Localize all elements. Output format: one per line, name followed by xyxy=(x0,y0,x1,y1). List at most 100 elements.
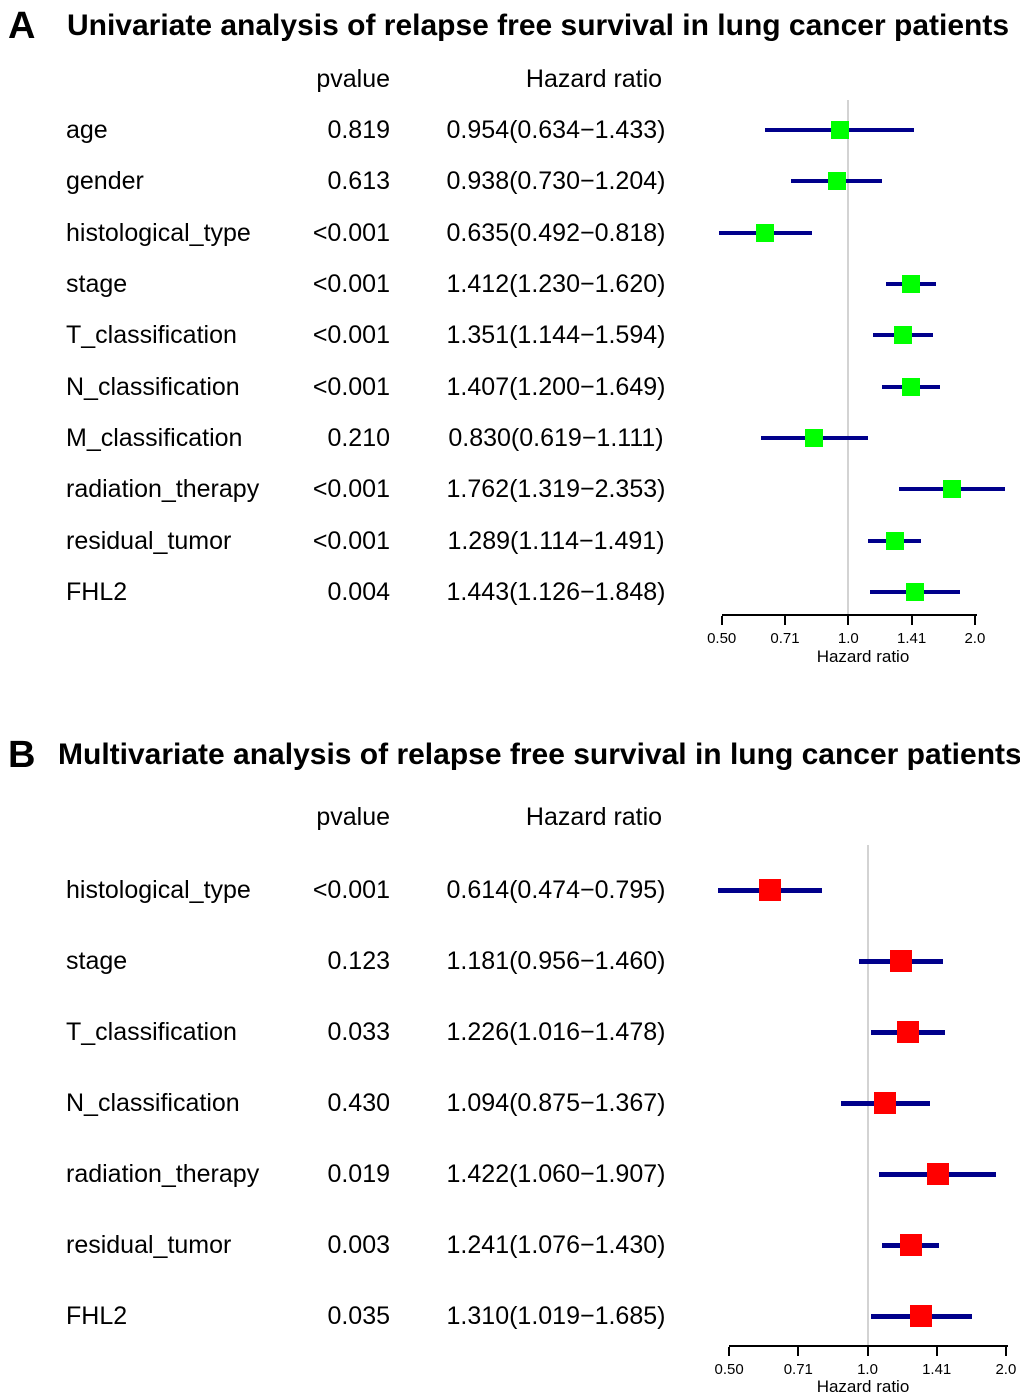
hr-marker xyxy=(901,377,920,396)
row-label: histological_type xyxy=(66,876,251,904)
column-header-hazard-ratio: Hazard ratio xyxy=(525,803,663,831)
hr-marker xyxy=(889,950,912,972)
panel-b-label: B xyxy=(8,734,36,776)
column-header-pvalue: pvalue xyxy=(316,803,390,831)
x-axis-tick xyxy=(1004,1347,1007,1356)
x-axis-tick-label: 0.50 xyxy=(714,1361,744,1378)
x-axis-tick xyxy=(910,616,913,625)
row-pvalue: 0.003 xyxy=(327,1231,390,1259)
x-axis-label: Hazard ratio xyxy=(816,1377,910,1396)
row-label: M_classification xyxy=(66,424,243,453)
x-axis-tick-label: 1.0 xyxy=(857,1361,878,1378)
x-axis-tick xyxy=(797,1347,800,1356)
row-label: FHL2 xyxy=(66,1302,128,1330)
row-label: stage xyxy=(66,270,128,299)
row-pvalue: <0.001 xyxy=(312,270,390,299)
x-axis-tick xyxy=(973,616,976,625)
row-hazard-ratio-text: 1.443(1.126−1.848) xyxy=(446,578,666,607)
hr-marker xyxy=(759,879,782,901)
x-axis-tick xyxy=(935,1347,938,1356)
row-hazard-ratio-text: 0.830(0.619−1.111) xyxy=(448,424,664,453)
row-pvalue: <0.001 xyxy=(312,218,390,247)
hr-marker xyxy=(942,480,961,499)
row-pvalue: <0.001 xyxy=(312,876,390,904)
column-header-hazard-ratio: Hazard ratio xyxy=(525,65,663,93)
row-pvalue: <0.001 xyxy=(312,321,390,350)
row-pvalue: 0.033 xyxy=(327,1018,390,1046)
hr-marker xyxy=(906,583,925,602)
row-label: T_classification xyxy=(66,1018,237,1046)
x-axis-line xyxy=(729,1345,1008,1347)
hr-marker xyxy=(910,1305,933,1327)
column-header-pvalue: pvalue xyxy=(316,65,390,93)
reference-line xyxy=(847,100,850,616)
x-axis-line xyxy=(721,614,977,616)
hr-marker xyxy=(805,429,824,448)
row-hazard-ratio-text: 1.422(1.060−1.907) xyxy=(446,1160,666,1188)
row-hazard-ratio-text: 0.954(0.634−1.433) xyxy=(446,116,666,144)
row-hazard-ratio-text: 0.635(0.492−0.818) xyxy=(446,218,666,247)
row-pvalue: 0.035 xyxy=(327,1302,390,1330)
row-label: gender xyxy=(66,167,144,196)
row-hazard-ratio-text: 0.614(0.474−0.795) xyxy=(446,876,666,904)
panel-a-title: Univariate analysis of relapse free surv… xyxy=(66,9,1010,42)
x-axis-tick-label: 2.0 xyxy=(964,630,986,647)
row-label: N_classification xyxy=(66,1089,240,1117)
hr-marker xyxy=(827,172,846,191)
x-axis-tick xyxy=(783,616,786,625)
row-label: radiation_therapy xyxy=(66,1160,260,1188)
row-pvalue: 0.019 xyxy=(327,1160,390,1188)
x-axis-tick-label: 1.0 xyxy=(837,630,859,647)
row-pvalue: 0.819 xyxy=(327,116,390,144)
x-axis-tick xyxy=(720,616,723,625)
panel-a-label: A xyxy=(8,5,36,47)
hr-marker xyxy=(894,326,913,345)
row-hazard-ratio-text: 1.310(1.019−1.685) xyxy=(446,1302,666,1330)
row-hazard-ratio-text: 1.094(0.875−1.367) xyxy=(446,1089,666,1117)
x-axis-tick-label: 1.41 xyxy=(922,1361,952,1378)
panel-b-title: Multivariate analysis of relapse free su… xyxy=(58,738,1020,771)
row-label: N_classification xyxy=(66,372,240,401)
row-hazard-ratio-text: 1.181(0.956−1.460) xyxy=(446,947,666,975)
row-pvalue: <0.001 xyxy=(312,526,390,555)
hr-marker xyxy=(756,223,775,242)
row-pvalue: 0.430 xyxy=(327,1089,390,1117)
row-hazard-ratio-text: 1.762(1.319−2.353) xyxy=(446,475,666,504)
row-hazard-ratio-text: 1.412(1.230−1.620) xyxy=(446,270,666,299)
row-label: residual_tumor xyxy=(66,526,232,555)
hr-marker xyxy=(899,1234,922,1256)
row-hazard-ratio-text: 1.226(1.016−1.478) xyxy=(446,1018,666,1046)
x-axis-tick xyxy=(847,616,850,625)
reference-line xyxy=(866,845,869,1347)
hr-marker xyxy=(874,1092,897,1114)
row-label: residual_tumor xyxy=(66,1231,232,1259)
hr-marker xyxy=(897,1021,920,1043)
x-axis-label: Hazard ratio xyxy=(816,647,910,666)
row-label: age xyxy=(66,116,108,144)
hr-marker xyxy=(830,121,849,139)
hr-marker xyxy=(926,1163,949,1185)
row-hazard-ratio-text: 1.351(1.144−1.594) xyxy=(446,321,666,350)
hr-marker xyxy=(902,275,921,294)
row-hazard-ratio-text: 1.289(1.114−1.491) xyxy=(447,526,665,555)
row-pvalue: 0.004 xyxy=(327,578,390,607)
row-label: histological_type xyxy=(66,218,251,247)
x-axis-tick-label: 0.71 xyxy=(770,630,800,647)
row-hazard-ratio-text: 1.407(1.200−1.649) xyxy=(446,372,666,401)
hr-marker xyxy=(885,531,904,550)
x-axis-tick-label: 0.50 xyxy=(707,630,737,647)
x-axis-tick xyxy=(728,1347,731,1356)
row-pvalue: 0.123 xyxy=(327,947,390,975)
x-axis-tick-label: 0.71 xyxy=(783,1361,813,1378)
row-hazard-ratio-text: 1.241(1.076−1.430) xyxy=(446,1231,666,1259)
x-axis-tick xyxy=(866,1347,869,1356)
x-axis-tick-label: 2.0 xyxy=(995,1361,1017,1378)
row-pvalue: 0.210 xyxy=(327,424,390,453)
row-pvalue: 0.613 xyxy=(327,167,390,196)
row-pvalue: <0.001 xyxy=(312,372,390,401)
row-label: stage xyxy=(66,947,128,975)
x-axis-tick-label: 1.41 xyxy=(896,630,927,647)
